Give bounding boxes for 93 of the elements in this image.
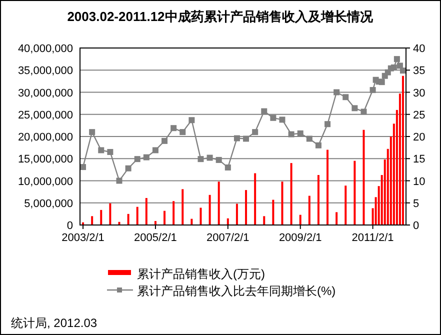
y2-tick-label: 15 [413,154,426,166]
bar [182,189,184,225]
point [390,64,397,70]
x-tick-label: 2005/2/1 [134,232,177,244]
point [400,68,406,74]
point [270,114,276,121]
point [162,138,168,144]
bar [136,206,138,225]
x-tick-label: 2009/2/1 [278,232,322,244]
x-tick-label: 2011/2/1 [352,232,394,244]
y2-tick-label: 0 [413,220,420,232]
y-tick-label: 20,000,000 [18,132,73,144]
y-tick-label: 30,000,000 [18,87,73,100]
bar [263,216,266,225]
text: 统计局, 2012.03 [11,316,98,330]
point [261,108,268,114]
point [80,164,86,170]
bar [354,160,356,225]
point [352,105,358,112]
point [342,94,349,100]
y2-tick-label: 40 [413,43,426,55]
bar [164,210,166,225]
bar [336,212,338,225]
point [180,129,186,136]
point [234,135,240,142]
y-tick-label: 25,000,000 [18,109,73,122]
bar [218,182,220,225]
point [252,129,258,136]
bar [362,130,365,225]
bar [100,210,102,225]
bar [308,196,310,225]
bar [299,214,302,225]
point [324,121,331,128]
point [306,136,312,142]
y2-tick-label: 35 [413,65,426,78]
point [378,79,385,86]
bar [91,216,94,225]
point [279,116,286,123]
bar [172,201,175,225]
point [188,117,195,124]
bar [290,163,292,225]
point [143,154,150,160]
point [116,178,122,184]
chart-title: 2003.02-2011.12中成药累计产品销售收入及增长情况 [67,9,374,24]
y-tick-label: 10,000,000 [18,176,73,188]
bar [281,182,284,225]
bar [145,198,148,225]
bar [109,203,112,225]
legend-label: 累计产品销售收入比去年同期增长(%) [137,284,336,298]
point [370,87,376,94]
y2-tick-label: 10 [413,176,426,188]
bar [326,150,329,225]
y-tick-label: 35,000,000 [18,65,73,78]
point [134,156,140,162]
point [170,125,177,132]
y-tick-label: 15,000,000 [18,154,73,166]
y2-tick-label: 20 [413,132,426,144]
y-tick-label: 5,000,000 [24,198,73,210]
bar [208,194,211,225]
point [243,136,250,142]
point [89,129,96,136]
y-tick-label: 0 [66,220,73,232]
point [206,154,213,161]
bar [402,76,404,225]
point [396,62,403,69]
point [125,165,132,172]
point [334,89,340,96]
point [315,142,322,148]
point [152,147,158,154]
bar [344,186,347,225]
y-tick-label: 40,000,000 [18,43,73,55]
x-tick-label: 2003/2/1 [62,232,104,244]
y2-tick-label: 25 [413,109,426,122]
point [107,148,114,155]
bar [317,174,320,225]
bar [226,218,229,225]
bar [272,200,274,225]
y2-tick-label: 5 [413,198,420,210]
legend-label: 累计产品销售收入(万元) [137,267,265,281]
point [224,164,231,170]
point [98,147,104,154]
bar [200,208,202,225]
bar [254,173,256,225]
x-tick-label: 2007/2/1 [206,232,250,244]
point [216,156,222,163]
point [394,56,400,62]
point [198,156,204,162]
point [288,131,294,138]
y2-tick-label: 30 [413,87,426,100]
point [360,108,367,115]
bar [245,190,248,225]
bar [236,204,238,225]
point [297,130,304,136]
